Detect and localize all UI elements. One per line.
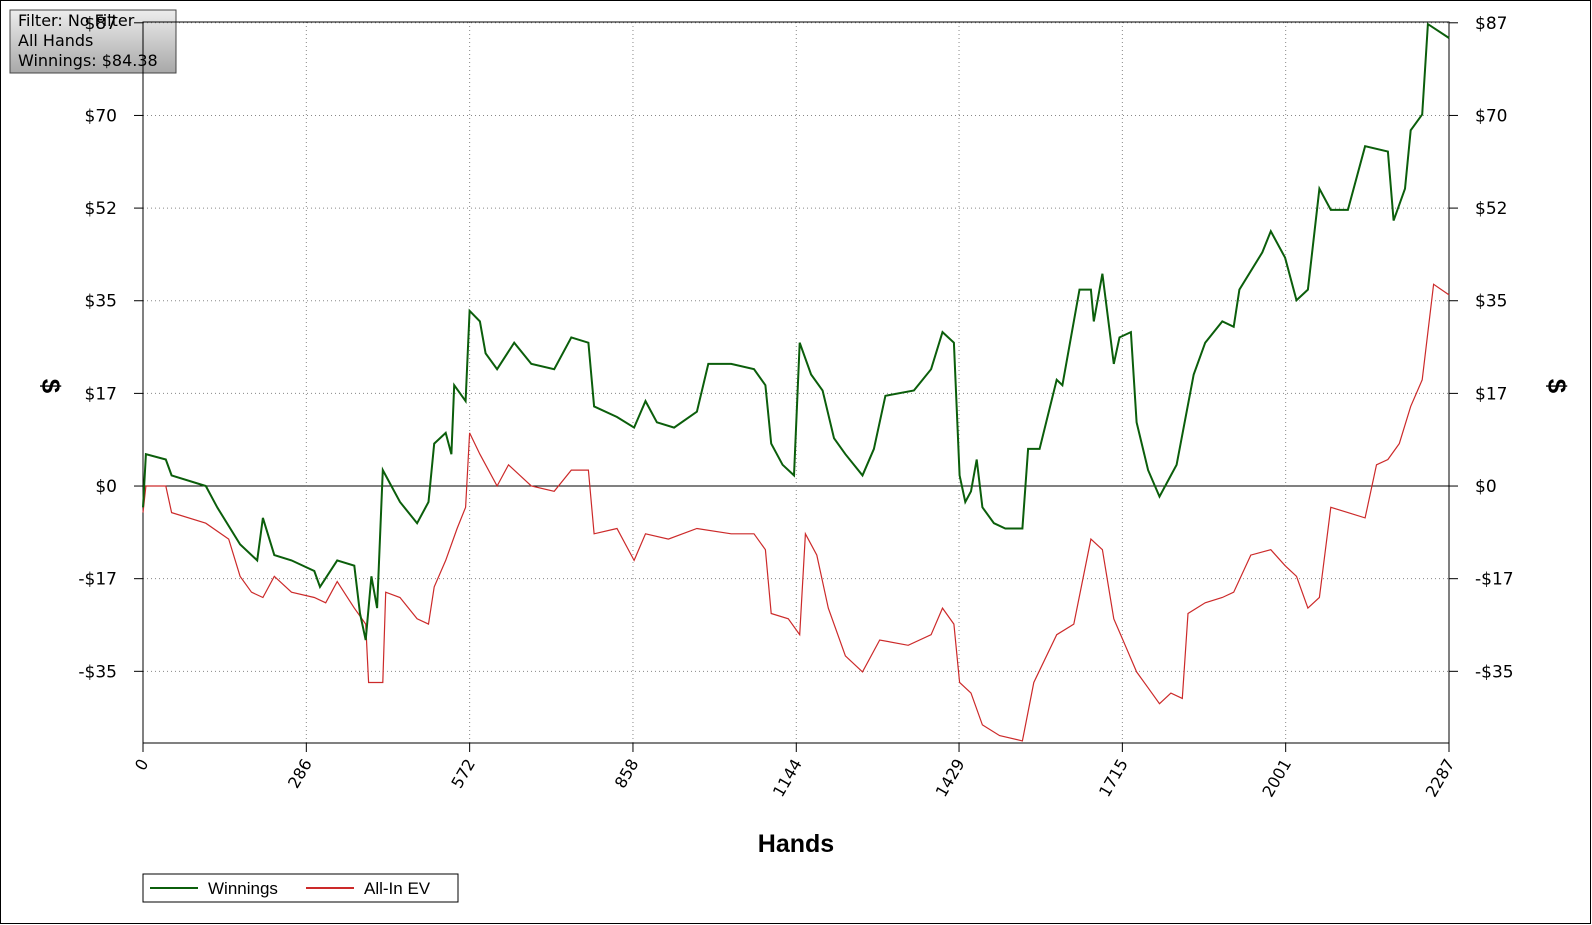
info-text: Winnings: $84.38: [18, 51, 158, 70]
y2-axis-title: $: [1542, 379, 1572, 394]
info-text: Filter: No Filter: [18, 11, 135, 30]
y2-tick-label: $0: [1475, 477, 1497, 497]
y-tick-label: $17: [85, 384, 117, 404]
y-tick-label: $70: [85, 106, 117, 126]
y2-tick-label: $52: [1475, 199, 1507, 219]
y2-tick-label: $70: [1475, 106, 1507, 126]
y2-tick-label: -$35: [1475, 662, 1514, 682]
y-tick-label: $52: [85, 199, 117, 219]
series-line: [142, 283, 1450, 742]
y-tick-label: $35: [85, 292, 117, 312]
y-tick-label: -$35: [78, 662, 117, 682]
plot-border: [142, 21, 1450, 744]
y2-tick-label: -$17: [1475, 570, 1514, 590]
legend-label: All-In EV: [364, 879, 431, 898]
series-line: [142, 22, 1450, 641]
y-tick-label: -$17: [78, 570, 117, 590]
y-tick-label: $87: [85, 14, 117, 34]
info-box: [9, 9, 177, 74]
y2-tick-label: $17: [1475, 384, 1507, 404]
y2-tick-label: $35: [1475, 292, 1507, 312]
info-text: All Hands: [18, 31, 93, 50]
y-axis-title: $: [36, 379, 66, 394]
y-tick-label: $0: [95, 477, 117, 497]
x-axis-title: Hands: [758, 830, 834, 858]
legend-label: Winnings: [208, 879, 278, 898]
y2-tick-label: $87: [1475, 14, 1507, 34]
